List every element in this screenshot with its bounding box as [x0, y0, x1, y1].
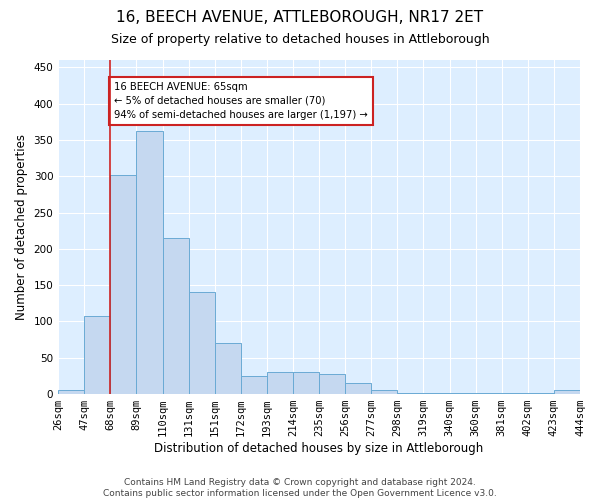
- Bar: [345, 383, 371, 394]
- Text: 16 BEECH AVENUE: 65sqm
← 5% of detached houses are smaller (70)
94% of semi-deta: 16 BEECH AVENUE: 65sqm ← 5% of detached …: [114, 82, 368, 120]
- Bar: [84, 316, 110, 394]
- Bar: [371, 390, 397, 394]
- Bar: [397, 392, 424, 394]
- Y-axis label: Number of detached properties: Number of detached properties: [15, 134, 28, 320]
- Bar: [241, 376, 267, 394]
- Bar: [188, 292, 215, 394]
- Bar: [163, 238, 188, 394]
- Bar: [449, 392, 476, 394]
- Bar: [319, 374, 345, 394]
- Bar: [554, 390, 580, 394]
- Text: Contains HM Land Registry data © Crown copyright and database right 2024.
Contai: Contains HM Land Registry data © Crown c…: [103, 478, 497, 498]
- Text: 16, BEECH AVENUE, ATTLEBOROUGH, NR17 2ET: 16, BEECH AVENUE, ATTLEBOROUGH, NR17 2ET: [116, 10, 484, 25]
- Bar: [136, 131, 163, 394]
- Bar: [424, 392, 449, 394]
- Bar: [58, 390, 84, 394]
- Bar: [110, 175, 136, 394]
- Bar: [293, 372, 319, 394]
- Bar: [502, 392, 528, 394]
- Bar: [267, 372, 293, 394]
- X-axis label: Distribution of detached houses by size in Attleborough: Distribution of detached houses by size …: [154, 442, 484, 455]
- Text: Size of property relative to detached houses in Attleborough: Size of property relative to detached ho…: [110, 32, 490, 46]
- Bar: [476, 392, 502, 394]
- Bar: [528, 392, 554, 394]
- Bar: [215, 343, 241, 394]
